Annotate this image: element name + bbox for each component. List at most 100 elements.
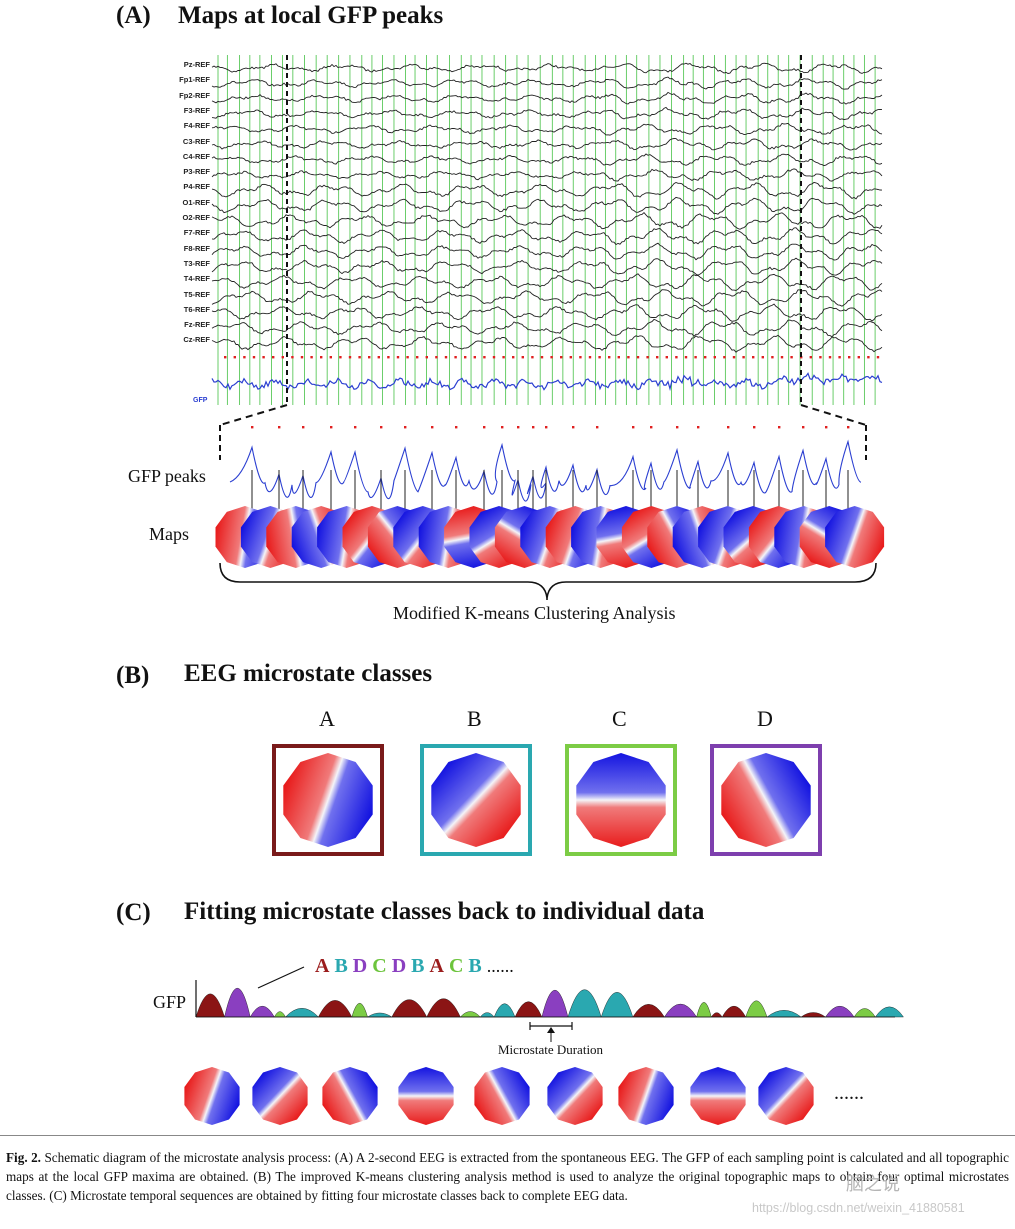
fitted-segment [391,999,428,1018]
eeg-trace [211,62,883,74]
peak-marker [675,356,678,359]
fitted-segment [853,1008,876,1018]
sequence-letter: D [391,955,407,977]
zoom-peak-marker [632,426,635,429]
peak-marker [867,356,870,359]
fitted-segment [766,1010,802,1018]
eeg-trace [211,273,883,291]
peak-marker [684,356,688,359]
eeg-trace [211,211,883,230]
fitted-segment [459,1011,481,1018]
peak-marker [828,356,832,359]
channel-label: P3-REF [183,167,210,177]
zoom-peak-marker [380,426,383,429]
class-a-letter: A [319,706,335,731]
peak-marker [358,356,361,359]
sequence-letter: B [411,955,425,977]
maps-label: Maps [149,524,189,544]
class-b-letter: B [467,706,482,731]
class-c-letter: C [612,706,627,731]
peak-marker [588,356,592,359]
microstate-class-d [710,744,822,856]
peak-marker [857,356,860,359]
fitted-segment [567,989,602,1018]
zoom-peak-marker [278,426,281,429]
zoom-peak-marker [847,426,850,429]
zoom-peak-marker [501,426,504,429]
peak-marker [416,356,419,359]
caption-fig-number: Fig. 2. [6,1150,41,1165]
fitted-segment [318,1000,353,1018]
eeg-trace [211,334,883,353]
peak-marker [742,356,745,359]
peak-markers [224,356,880,359]
gfp-trace-label: GFP [193,397,208,404]
sequence-letter: D [352,955,368,977]
panel-c-label: (C) [116,899,151,926]
channel-label: T6-REF [183,304,210,314]
fitted-segment [195,993,225,1018]
eeg-trace [211,122,883,136]
class-d-letter: D [757,706,773,731]
fitted-segment [351,1002,368,1018]
zoom-peak-marker [251,426,254,429]
channel-label: Fp2-REF [179,90,210,100]
fitted-segment [493,1003,516,1018]
eeg-trace [211,303,883,322]
gfp-fit-figure [184,966,904,1125]
microstate-class-a [272,744,384,856]
channel-label: O2-REF [182,213,210,222]
eeg-trace [211,91,883,105]
peak-marker [569,356,572,359]
zoom-peak-marker [330,426,333,429]
zoom-peak-marker [483,426,486,429]
channel-label: Fp1-REF [179,75,210,85]
zoom-peak-marker [517,426,520,429]
zoom-peak-marker [404,426,407,429]
fitted-segment [664,1003,697,1018]
fitted-segment [600,992,634,1018]
peak-marker [368,356,371,359]
eeg-trace [211,227,883,246]
peak-marker [560,356,563,359]
zoom-peak-marker [676,426,679,429]
sequence-ellipsis: ...... [486,956,514,976]
peak-marker [444,356,448,359]
eeg-trace [211,106,883,121]
panel-b-title: EEG microstate classes [184,660,433,687]
peak-marker [300,356,304,359]
channel-label: Pz-REF [183,60,210,69]
zoom-left-line [219,404,288,426]
peak-marker [540,356,544,359]
fitted-segment [710,1012,723,1018]
peak-marker [473,356,476,359]
peak-marker [435,356,438,359]
eeg-trace [211,196,883,215]
peak-marker [598,356,601,359]
channel-label: F7-REF [183,228,210,238]
sequence-map [252,1067,308,1125]
zoom-peak-marker [431,426,434,429]
sequence-map [758,1067,814,1125]
zoom-peak-marker [532,426,535,429]
zoom-peak-marker [572,426,575,429]
watermark-logo: 脑之说 [846,1174,900,1194]
zoom-peak-marker [354,426,357,429]
sequence-letter: B [334,955,348,977]
peak-marker [272,356,275,359]
zoom-right-line [800,404,867,426]
peak-marker [579,356,582,359]
zoom-peak-marker [697,426,700,429]
peak-marker [387,356,390,359]
peak-marker [406,356,409,359]
peak-marker [310,356,313,359]
zoom-peak-marker [545,426,548,429]
green-grid-lines [217,55,876,405]
channel-labels: Pz-REF Fp1-REF Fp2-REF F3-REF F4-REF C3-REF C4… [150,55,210,415]
maps-strip [215,506,885,568]
peak-marker [464,356,467,359]
peak-marker [348,356,352,359]
channel-label: T3-REF [183,258,210,268]
eeg-trace [211,289,883,307]
zoom-lines [219,55,867,460]
